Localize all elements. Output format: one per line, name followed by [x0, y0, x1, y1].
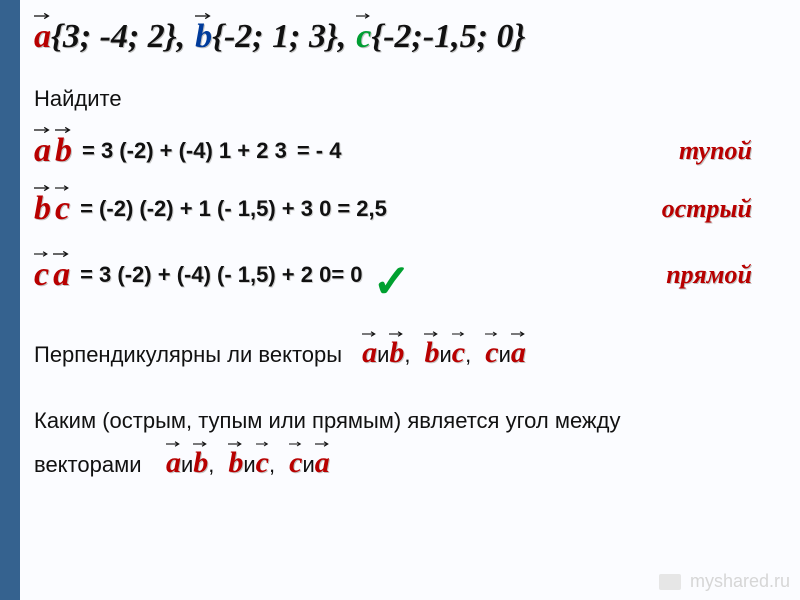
- comma: ,: [465, 342, 471, 368]
- watermark-icon: [659, 574, 681, 590]
- vec-b: b: [55, 132, 72, 170]
- pair-a: a: [362, 336, 377, 370]
- product-ca-row: c a = 3 (-2) + (-4) (- 1,5) + 2 0 = 0 ✓ …: [34, 248, 782, 302]
- product-bc-row: b c = (-2) (-2) + 1 (- 1,5) + 3 0 = 2,5 …: [34, 190, 782, 228]
- ap-1-b: c: [256, 446, 269, 479]
- find-label: Найдите: [34, 86, 122, 112]
- vec-a: a: [34, 18, 51, 56]
- slide-background: a {3; -4; 2}, b {-2; 1; 3}, c {-2;-1,5; …: [0, 0, 800, 600]
- prod-bc-expr: = (-2) (-2) + 1 (- 1,5) + 3 0: [80, 196, 331, 222]
- sep: и: [499, 342, 511, 368]
- perp-question-row: Перпендикулярны ли векторы a и b , b и c: [34, 336, 782, 370]
- vec-a: a: [34, 132, 51, 170]
- find-label-row: Найдите: [34, 86, 782, 112]
- check-icon: ✓: [373, 254, 412, 308]
- comma: ,: [404, 342, 410, 368]
- vec-c: c: [356, 18, 371, 56]
- ap-2-b: a: [315, 446, 330, 479]
- pair-b: b: [228, 446, 243, 480]
- comma: ,: [269, 452, 275, 478]
- pair-0-a: a: [362, 336, 377, 369]
- sep: и: [439, 342, 451, 368]
- ap-0-a: a: [166, 446, 181, 479]
- pair-c: c: [452, 336, 465, 370]
- angle-bc: острый: [662, 194, 752, 224]
- ap-1-a: b: [228, 446, 243, 479]
- header-row: a {3; -4; 2}, b {-2; 1; 3}, c {-2;-1,5; …: [34, 18, 782, 56]
- ap-0-b: b: [193, 446, 208, 479]
- pair-2-b: a: [511, 336, 526, 369]
- vec-c-label: c: [356, 18, 371, 55]
- pair-b: b: [193, 446, 208, 480]
- angle-q-line1: Каким (острым, тупым или прямым) являетс…: [34, 408, 620, 434]
- pair-1-a: b: [424, 336, 439, 369]
- pair-a: a: [166, 446, 181, 480]
- pair-2-a: c: [485, 336, 498, 369]
- prod-ca-a: a: [53, 256, 70, 293]
- vec-a-coords: {3; -4; 2},: [51, 18, 185, 56]
- left-stripe: [0, 0, 20, 600]
- prod-ab-a: a: [34, 132, 51, 169]
- vec-a-label: a: [34, 18, 51, 55]
- watermark-text: myshared.ru: [690, 571, 790, 591]
- angle-q-prefix: векторами: [34, 452, 166, 478]
- angle-question-line1: Каким (острым, тупым или прямым) являетс…: [34, 408, 782, 434]
- sep: и: [302, 452, 314, 478]
- pair-a: a: [315, 446, 330, 480]
- vec-b: b: [34, 190, 51, 228]
- prod-ca-expr: = 3 (-2) + (-4) (- 1,5) + 2 0: [80, 262, 331, 288]
- vec-c-coords: {-2;-1,5; 0}: [371, 18, 525, 56]
- pair-b: b: [424, 336, 439, 370]
- prod-bc-result: = 2,5: [337, 196, 387, 222]
- pair-1-b: c: [452, 336, 465, 369]
- prod-ca-c: c: [34, 256, 49, 293]
- watermark: myshared.ru: [659, 571, 790, 592]
- pair-c: c: [485, 336, 498, 370]
- pair-c: c: [256, 446, 269, 480]
- sep: и: [181, 452, 193, 478]
- vec-b-coords: {-2; 1; 3},: [212, 18, 346, 56]
- prod-ab-expr: = 3 (-2) + (-4) 1 + 2 3: [82, 138, 287, 164]
- vec-b-label: b: [195, 18, 212, 55]
- comma: ,: [208, 452, 214, 478]
- product-ab-row: a b = 3 (-2) + (-4) 1 + 2 3 = - 4 тупой: [34, 132, 782, 170]
- ap-2-a: c: [289, 446, 302, 479]
- angle-ab: тупой: [679, 136, 752, 166]
- vec-b: b: [195, 18, 212, 56]
- angle-ca: прямой: [666, 260, 752, 290]
- vec-c: c: [55, 190, 70, 228]
- prod-bc-c: c: [55, 190, 70, 227]
- pair-c: c: [289, 446, 302, 480]
- vec-c: c: [34, 256, 49, 294]
- pair-0-b: b: [389, 336, 404, 369]
- prod-ca-result: = 0: [331, 262, 362, 288]
- perp-prefix: Перпендикулярны ли векторы: [34, 342, 342, 368]
- pair-b: b: [389, 336, 404, 370]
- prod-bc-b: b: [34, 190, 51, 227]
- prod-ab-result: = - 4: [297, 138, 342, 164]
- sep: и: [243, 452, 255, 478]
- vec-a: a: [53, 256, 70, 294]
- sep: и: [377, 342, 389, 368]
- angle-question-line2: векторами a и b , b и c ,: [34, 446, 782, 480]
- prod-ab-b: b: [55, 132, 72, 169]
- pair-a: a: [511, 336, 526, 370]
